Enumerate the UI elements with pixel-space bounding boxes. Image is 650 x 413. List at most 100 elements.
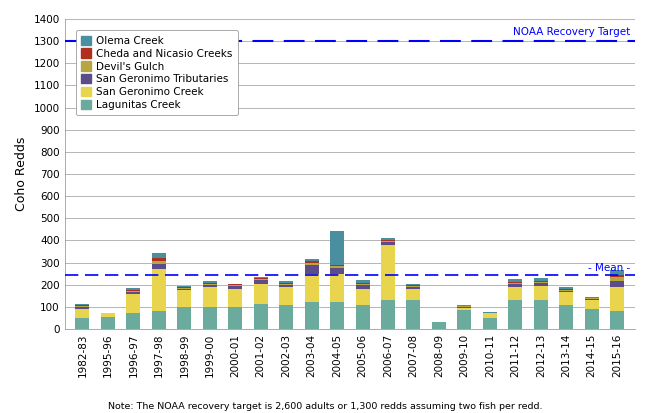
Bar [126, 292, 140, 294]
Bar [458, 310, 471, 329]
Bar [75, 306, 90, 307]
Bar [458, 307, 471, 308]
Bar [508, 300, 523, 329]
Bar [483, 312, 497, 313]
Bar [534, 286, 548, 300]
Bar [305, 302, 318, 329]
Bar [280, 281, 293, 283]
Bar [75, 304, 90, 305]
Bar [305, 274, 318, 302]
Bar [585, 300, 599, 309]
Legend: Olema Creek, Cheda and Nicasio Creeks, Devil's Gulch, San Geronimo Tributaries, : Olema Creek, Cheda and Nicasio Creeks, D… [75, 31, 238, 115]
Bar [356, 284, 370, 285]
Bar [305, 265, 318, 274]
Bar [126, 294, 140, 313]
Bar [534, 281, 548, 282]
Bar [508, 282, 523, 283]
Bar [203, 285, 217, 287]
Bar [254, 279, 268, 280]
Bar [585, 299, 599, 300]
Bar [356, 283, 370, 284]
Bar [280, 305, 293, 329]
Bar [177, 286, 191, 287]
Bar [610, 281, 624, 287]
Bar [356, 280, 370, 283]
Bar [559, 291, 573, 292]
Bar [458, 306, 471, 307]
Y-axis label: Coho Redds: Coho Redds [15, 137, 28, 211]
Bar [228, 289, 242, 307]
Bar [381, 242, 395, 245]
Bar [305, 261, 318, 263]
Bar [585, 297, 599, 299]
Bar [75, 305, 90, 306]
Bar [101, 317, 115, 329]
Bar [228, 284, 242, 285]
Bar [559, 289, 573, 290]
Bar [280, 284, 293, 285]
Bar [203, 281, 217, 283]
Bar [330, 266, 344, 268]
Bar [75, 309, 90, 318]
Bar [203, 284, 217, 285]
Bar [280, 285, 293, 287]
Bar [203, 307, 217, 329]
Bar [177, 307, 191, 329]
Text: Note: The NOAA recovery target is 2,600 adults or 1,300 redds assuming two fish : Note: The NOAA recovery target is 2,600 … [108, 402, 542, 411]
Bar [126, 291, 140, 292]
Bar [330, 268, 344, 274]
Bar [254, 278, 268, 279]
Bar [508, 283, 523, 284]
Bar [610, 287, 624, 311]
Bar [203, 283, 217, 284]
Bar [254, 284, 268, 304]
Bar [254, 280, 268, 284]
Text: NOAA Recovery Target: NOAA Recovery Target [513, 27, 630, 37]
Bar [534, 300, 548, 329]
Bar [177, 289, 191, 290]
Bar [458, 305, 471, 306]
Bar [280, 283, 293, 284]
Bar [75, 318, 90, 329]
Bar [406, 287, 421, 289]
Bar [585, 309, 599, 329]
Bar [228, 307, 242, 329]
Bar [203, 287, 217, 307]
Bar [381, 300, 395, 329]
Bar [280, 287, 293, 305]
Bar [152, 311, 166, 329]
Bar [610, 275, 624, 278]
Bar [330, 265, 344, 266]
Bar [534, 283, 548, 286]
Bar [381, 237, 395, 240]
Bar [483, 318, 497, 329]
Bar [330, 231, 344, 265]
Bar [330, 302, 344, 329]
Bar [610, 271, 624, 275]
Bar [356, 285, 370, 289]
Bar [356, 289, 370, 305]
Bar [381, 245, 395, 300]
Bar [381, 241, 395, 242]
Bar [330, 274, 344, 302]
Bar [406, 289, 421, 300]
Bar [406, 285, 421, 286]
Bar [126, 288, 140, 290]
Bar [559, 287, 573, 289]
Bar [152, 269, 166, 311]
Bar [406, 286, 421, 287]
Bar [305, 263, 318, 265]
Bar [228, 287, 242, 289]
Bar [254, 277, 268, 278]
Bar [305, 259, 318, 261]
Bar [432, 322, 446, 329]
Bar [559, 290, 573, 291]
Bar [508, 279, 523, 282]
Bar [406, 284, 421, 285]
Bar [458, 308, 471, 310]
Bar [559, 305, 573, 329]
Bar [610, 311, 624, 329]
Bar [126, 313, 140, 329]
Bar [152, 261, 166, 263]
Bar [152, 253, 166, 258]
